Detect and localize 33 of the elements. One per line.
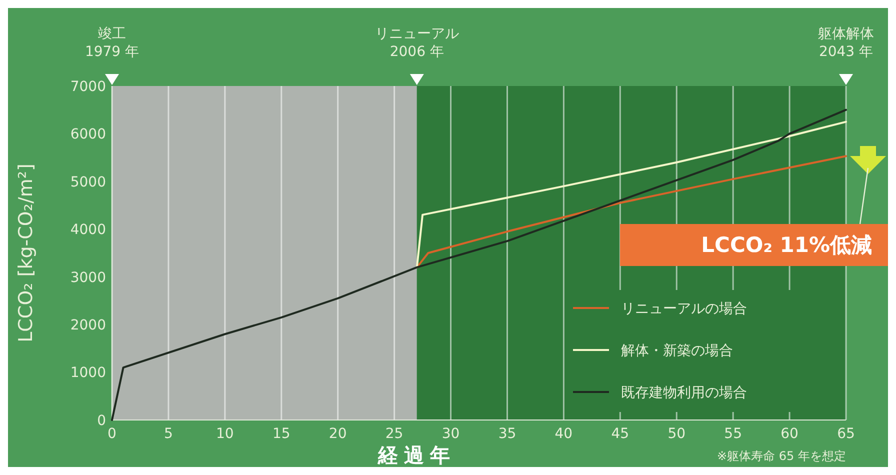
legend-label: リニューアルの場合 [621,300,747,317]
annotation: リニューアル 2006 年 [374,26,459,60]
text: ※躯体寿命 65 年を想定 [717,449,846,463]
y-tick-label: 1000 [70,365,106,382]
x-tick-label: 45 [611,426,630,442]
x-tick-label: 0 [108,426,116,442]
x-tick-label: 25 [385,426,404,442]
y-tick-label: 2000 [70,317,106,334]
x-tick-label: 65 [837,426,855,442]
x-tick-label: 5 [164,426,173,442]
annotation: 躯体解体 2043 年 [818,26,874,60]
y-tick-label: 6000 [70,126,106,143]
x-tick-label: 40 [554,426,573,442]
x-tick-label: 60 [780,426,798,442]
x-tick-label: 50 [668,426,686,442]
x-axis-title: 経過年 [376,443,456,467]
y-tick-label: 4000 [70,222,106,238]
y-tick-label: 3000 [70,270,106,286]
annotation: LCCO₂ 11%低減 [701,233,872,257]
y-tick-label: 5000 [70,174,106,190]
callout-label: LCCO₂ 11%低減 [620,224,888,266]
legend-label: 既存建物利用の場合 [621,384,747,401]
x-tick-label: 55 [724,426,742,442]
annotation: 竣工 1979 年 [84,26,140,60]
x-tick-label: 10 [216,426,234,442]
y-axis-title: LCCO₂ [kg-CO₂/m²] [15,164,37,342]
x-tick-label: 15 [272,426,290,442]
legend-label: 解体・新築の場合 [621,342,733,359]
x-tick-label: 35 [498,426,516,442]
x-tick-label: 30 [442,426,460,442]
y-tick-label: 0 [97,412,106,429]
y-tick-label: 7000 [70,78,106,95]
x-tick-label: 20 [328,426,347,442]
